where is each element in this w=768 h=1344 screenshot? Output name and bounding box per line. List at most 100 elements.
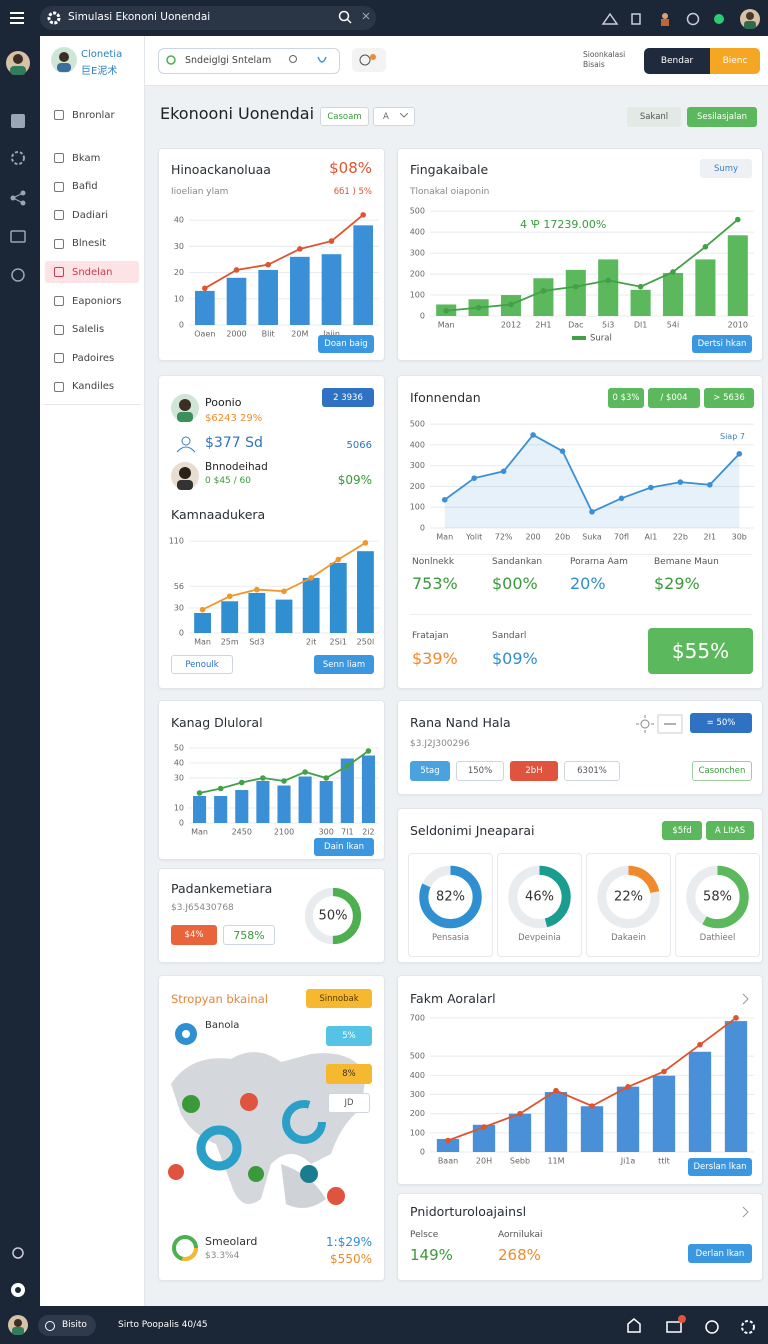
chip[interactable]: 2bH	[510, 761, 558, 781]
menu-item[interactable]: Eaponiors	[45, 290, 139, 312]
menu-item[interactable]: Sndelan	[45, 261, 139, 284]
chevron[interactable]	[742, 993, 750, 1005]
header-note: Sioonkalasi Bisais	[583, 50, 626, 69]
card-button[interactable]: > 5636	[704, 388, 754, 408]
bar	[357, 551, 374, 633]
menu-item[interactable]: Padoires	[45, 347, 139, 369]
x-tick-label: Suka	[582, 533, 602, 542]
x-tick-label: Al1	[645, 533, 658, 542]
card-button[interactable]: Dain lkan	[314, 838, 374, 856]
menu-item[interactable]: Kandiles	[45, 376, 139, 398]
footer-icons[interactable]	[620, 1314, 766, 1338]
chip[interactable]: 5%	[326, 1026, 372, 1046]
search-icons[interactable]	[338, 10, 372, 26]
card-button[interactable]: Dertsi hkan	[692, 335, 752, 353]
donut-label: Dathieel	[700, 933, 736, 943]
chip[interactable]: JD	[328, 1093, 370, 1113]
filter-chip[interactable]: Casoam	[320, 107, 369, 126]
tool-btn[interactable]	[352, 48, 386, 72]
y-tick-label: 100	[410, 291, 425, 300]
bar	[340, 758, 354, 823]
point	[217, 785, 224, 792]
card: Stropyan bkainal Sinnobak Banola 5% 8% J…	[158, 975, 385, 1281]
link-button[interactable]: Casonchen	[692, 761, 752, 781]
menu-item[interactable]: Blnesit	[45, 233, 139, 255]
card-button[interactable]: / $004	[648, 388, 700, 408]
select[interactable]: A	[373, 107, 415, 126]
menu-item[interactable]: Bafid	[45, 176, 139, 198]
chip[interactable]: 6301%	[564, 761, 620, 781]
badge[interactable]: 2 3936	[322, 388, 374, 407]
bar	[248, 592, 266, 633]
sub-card	[586, 853, 671, 957]
card-button[interactable]: Senn liam	[314, 655, 374, 674]
card-button[interactable]: = 50%	[690, 713, 752, 733]
chart: 0 100 200 300 400 500 Man 2012 2H1 Dac 5i3 Dl1 54i 20…	[410, 207, 754, 344]
donut-label: Dakaein	[611, 933, 646, 943]
bar	[361, 755, 375, 823]
y-tick-label: 10	[174, 804, 184, 813]
card: Ifonnendan 0 $3% / $004 > 5636 0 100 200 30…	[397, 375, 763, 689]
point	[365, 748, 372, 754]
point	[445, 1137, 451, 1144]
point	[335, 556, 342, 563]
action-button[interactable]: Sesilasjalan	[687, 107, 757, 127]
rail-icons[interactable]	[0, 36, 40, 1306]
chip[interactable]: 758%	[223, 925, 275, 945]
card-button[interactable]: $5fd	[662, 821, 702, 840]
top-icons[interactable]	[600, 8, 768, 30]
menu-item[interactable]: Bkam	[45, 147, 139, 169]
point	[670, 269, 676, 275]
profile-extra: $09%	[337, 473, 372, 487]
chip[interactable]: 5tag	[410, 761, 450, 781]
search-box[interactable]	[158, 48, 340, 74]
badge[interactable]: Sinnobak	[306, 989, 372, 1008]
bar	[688, 1051, 712, 1152]
card-title: Fakm Aoralarl	[410, 991, 496, 1006]
chip[interactable]: 150%	[456, 761, 504, 781]
chevron[interactable]	[742, 1206, 750, 1218]
x-tick-label: 5i3	[602, 321, 614, 330]
chip[interactable]: $4%	[171, 925, 217, 945]
menu-item[interactable]: Dadiari	[45, 204, 139, 226]
point	[226, 593, 233, 600]
card-button[interactable]: Doan baig	[318, 335, 374, 353]
menu-label: Sndelan	[72, 266, 113, 278]
card-button[interactable]: Penoulk	[171, 655, 233, 674]
card-button[interactable]: 0 $3%	[608, 388, 644, 408]
bar	[533, 278, 554, 316]
profile-value: $377 Sd	[205, 435, 263, 451]
menu-item[interactable]: Salelis	[45, 319, 139, 341]
card-title: Kanag Dluloral	[171, 715, 263, 730]
chip[interactable]: 8%	[326, 1064, 372, 1084]
x-tick-label: 2010	[728, 321, 748, 330]
title-pill[interactable]	[40, 6, 376, 30]
user-pill[interactable]	[38, 1315, 96, 1336]
y-tick-label: 100	[410, 503, 425, 512]
tag[interactable]: Sumy	[700, 159, 752, 178]
card-button[interactable]: Derlan lkan	[688, 1244, 752, 1263]
point	[697, 1041, 703, 1048]
bar	[319, 781, 333, 823]
x-tick-label: 2000	[226, 330, 246, 339]
sub-card	[408, 853, 493, 957]
point	[281, 588, 287, 595]
card-button[interactable]: Derslan lkan	[688, 1158, 752, 1176]
donut-value: 22%	[614, 890, 643, 905]
header-button[interactable]: Bendar	[644, 48, 710, 74]
header-button[interactable]: Bienc	[710, 48, 760, 74]
y-tick-label: 400	[410, 440, 425, 449]
highlight[interactable]: $55%	[648, 628, 753, 674]
footer-value: $550%	[330, 1252, 372, 1266]
bar	[695, 259, 716, 316]
chart: 0 100 200 300 400 500 Man Yolit 72% 200 20b Suka 70f…	[410, 420, 754, 542]
y-tick-label: 0	[179, 629, 184, 638]
y-tick-label: 50	[174, 744, 184, 753]
menu-item[interactable]: Bnronlar	[45, 104, 139, 126]
y-tick-label: 400	[410, 228, 425, 237]
card-button[interactable]: A LItAS	[706, 821, 754, 840]
menu-icon[interactable]	[10, 11, 26, 25]
bar	[630, 289, 651, 316]
bar	[290, 256, 310, 325]
action-button[interactable]: Sakanl	[627, 107, 681, 127]
